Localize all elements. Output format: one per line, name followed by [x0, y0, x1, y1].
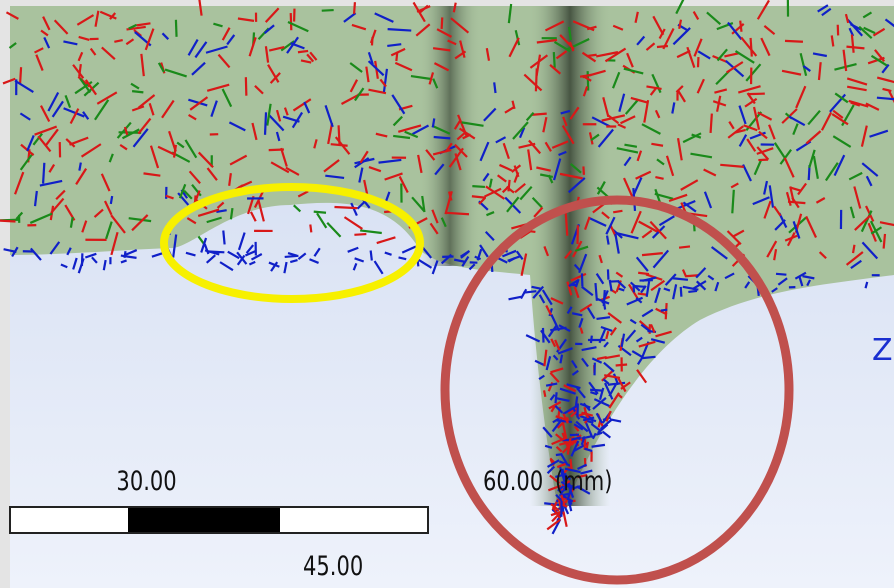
vector: [442, 17, 443, 29]
vector: [657, 46, 668, 47]
vector: [396, 52, 397, 61]
scale-bar-segment: [128, 508, 280, 532]
vector: [544, 390, 545, 396]
vector: [231, 208, 233, 219]
vector: [590, 390, 602, 391]
vector: [634, 286, 635, 292]
vector: [613, 211, 622, 212]
vector: [472, 186, 485, 187]
vector: [433, 118, 434, 127]
vector: [494, 82, 495, 93]
vector: [20, 67, 21, 84]
vector: [679, 246, 690, 247]
simulation-view: 30.00 60.00 (mm) 45.00 Z: [0, 0, 894, 588]
vector: [543, 328, 544, 343]
vector: [176, 20, 177, 37]
vector: [587, 55, 597, 56]
page: 30.00 60.00 (mm) 45.00 Z (() => { const …: [0, 0, 894, 588]
vector: [595, 283, 596, 301]
vector: [554, 52, 555, 68]
vector: [354, 234, 366, 235]
vector: [246, 77, 247, 95]
vector: [371, 251, 372, 261]
vector: [673, 278, 688, 280]
vector: [711, 114, 712, 133]
vector: [688, 291, 697, 292]
vector: [291, 13, 292, 30]
vector: [223, 231, 224, 245]
vector: [751, 38, 752, 57]
vector: [334, 207, 357, 208]
vector: [372, 37, 373, 45]
vector: [583, 166, 584, 174]
axis-label: Z: [872, 333, 893, 368]
vector: [354, 2, 355, 14]
vector: [269, 150, 284, 151]
vector: [0, 221, 16, 222]
vector: [132, 91, 143, 92]
vector: [298, 51, 308, 52]
vector: [832, 35, 834, 46]
vector: [638, 294, 647, 295]
shadow-band: [530, 6, 610, 506]
vector: [43, 163, 44, 184]
vector: [111, 196, 112, 204]
vector: [322, 10, 334, 11]
vector: [641, 357, 656, 358]
vector: [607, 236, 609, 245]
vector: [388, 29, 412, 30]
vector: [566, 213, 568, 235]
vector: [884, 234, 885, 249]
vector: [616, 364, 627, 365]
vector: [472, 196, 486, 198]
vector: [79, 163, 80, 171]
vector: [785, 41, 803, 42]
vector: [310, 224, 311, 232]
vector: [265, 112, 266, 135]
scale-unit: (mm): [555, 465, 612, 496]
vector: [661, 310, 667, 311]
vector: [434, 137, 451, 138]
vector: [681, 287, 682, 297]
vector: [446, 213, 469, 214]
vector: [732, 190, 734, 213]
vector: [604, 303, 605, 309]
vector: [314, 212, 326, 213]
vector: [776, 274, 786, 275]
vector: [666, 303, 667, 319]
scale-label: 30.00: [116, 465, 176, 496]
scale-label: 60.00: [483, 465, 543, 496]
vector: [124, 251, 125, 258]
scale-label: 45.00: [303, 550, 363, 581]
vector: [853, 245, 854, 253]
vector: [556, 392, 557, 403]
